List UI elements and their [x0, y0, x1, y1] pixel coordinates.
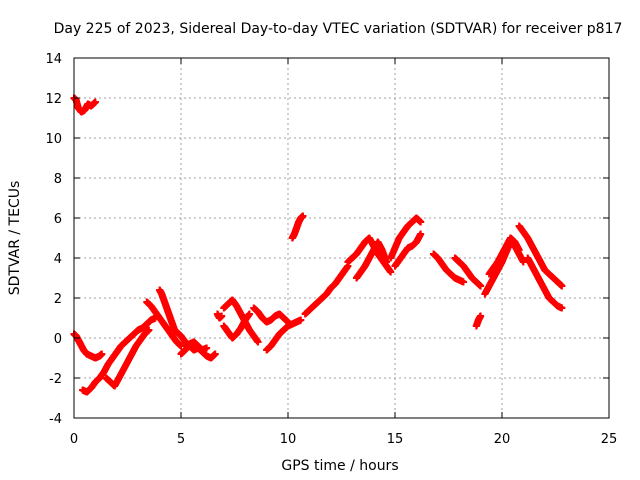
data-point [558, 282, 566, 290]
y-tick-label: 14 [45, 52, 62, 67]
data-point [245, 310, 253, 318]
data-point [91, 98, 99, 106]
data-point [382, 258, 390, 266]
y-tick-label: 4 [54, 252, 62, 267]
data-point [299, 212, 307, 220]
y-tick-label: -4 [49, 412, 62, 427]
data-point [477, 282, 485, 290]
data-point [211, 350, 219, 358]
y-tick-label: -2 [49, 372, 62, 387]
data-point [203, 344, 211, 352]
y-tick-label: 10 [45, 132, 62, 147]
data-point [558, 304, 566, 312]
y-axis-label: SDTVAR / TECUs [7, 181, 23, 296]
y-tick-label: 2 [54, 292, 62, 307]
data-point [519, 258, 527, 266]
y-tick-label: 0 [54, 332, 62, 347]
data-point [177, 342, 185, 350]
y-tick-label: 12 [45, 92, 62, 107]
y-axis-ticks: -4 -2 0 2 4 6 8 10 12 14 [45, 52, 609, 427]
data-point [218, 312, 226, 320]
data-point [98, 350, 106, 358]
data-point [387, 268, 395, 276]
chart-title: Day 225 of 2023, Sidereal Day-to-day VTE… [54, 21, 623, 37]
x-tick-label: 0 [70, 432, 78, 447]
data-point [254, 338, 262, 346]
plot-frame [73, 57, 610, 419]
data-point [477, 312, 485, 320]
data-points [70, 94, 566, 396]
data-point [515, 246, 523, 254]
x-tick-label: 15 [387, 432, 404, 447]
x-tick-label: 10 [280, 432, 297, 447]
x-tick-label: 5 [177, 432, 185, 447]
data-point [297, 316, 305, 324]
data-point [459, 278, 467, 286]
x-tick-label: 25 [601, 432, 618, 447]
x-axis-label: GPS time / hours [281, 458, 398, 474]
x-axis-ticks: 0 5 10 15 20 25 [70, 58, 617, 447]
y-tick-label: 6 [54, 212, 62, 227]
y-tick-label: 8 [54, 172, 62, 187]
data-point [417, 230, 425, 238]
x-tick-label: 20 [494, 432, 511, 447]
data-point [417, 218, 425, 226]
data-point [145, 326, 153, 334]
